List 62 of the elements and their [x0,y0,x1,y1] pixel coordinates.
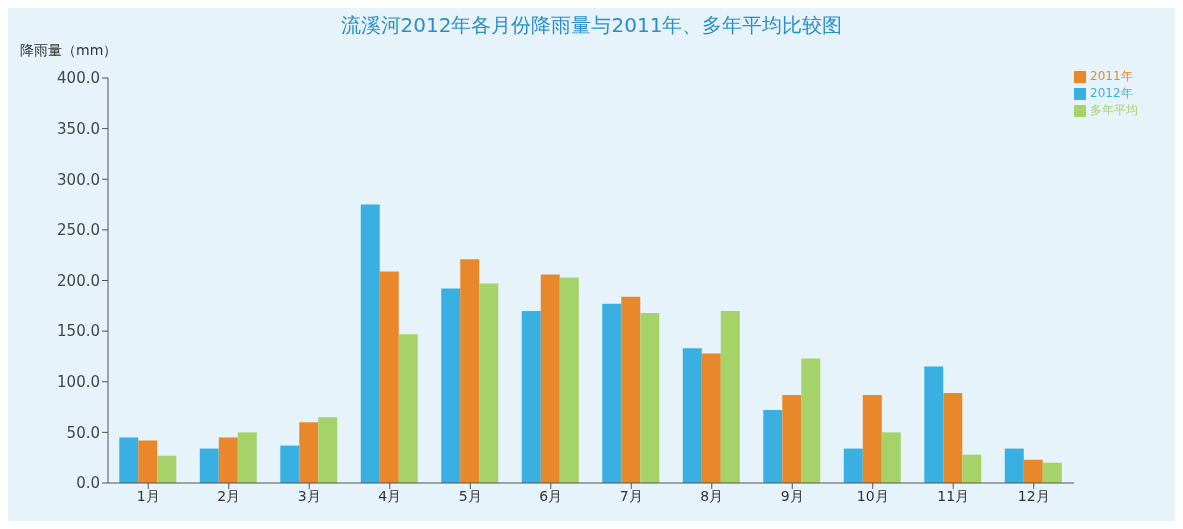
bar [881,432,901,483]
bar [540,274,560,483]
bar [138,440,158,483]
bar [460,259,480,483]
bar [479,283,499,483]
bar [924,366,944,483]
legend-label: 2012年 [1090,86,1133,100]
bar [379,271,399,483]
x-tick-label: 3月 [297,487,321,504]
bar [237,432,257,483]
bar [782,394,802,483]
bar [119,437,139,483]
x-tick-label: 10月 [856,487,889,504]
y-axis-title: 降雨量（mm） [20,42,118,60]
bar [602,303,622,483]
y-tick-label: 400.0 [57,69,100,88]
bar [1023,459,1043,483]
bar [199,448,219,483]
legend-label: 多年平均 [1090,103,1138,117]
bar [621,296,641,483]
y-tick-label: 200.0 [57,271,100,290]
y-tick-label: 150.0 [57,322,100,341]
bar [962,454,982,483]
x-tick-label: 8月 [700,487,724,504]
bar [1004,448,1024,483]
y-tick-label: 100.0 [57,373,100,392]
bar [360,204,380,483]
x-tick-label: 4月 [378,487,402,504]
bar [559,277,579,483]
chart-title: 流溪河2012年各月份降雨量与2011年、多年平均比较图 [339,12,844,39]
bar [843,448,863,483]
bar [640,312,660,483]
bar [218,437,238,483]
bar [157,455,177,483]
y-tick-label: 300.0 [57,170,100,189]
bar [1042,462,1062,483]
bar [720,310,740,483]
bar [398,334,418,483]
y-tick-label: 50.0 [66,423,100,442]
y-tick-label: 0.0 [76,474,100,493]
bar [280,445,300,483]
y-tick-label: 350.0 [57,119,100,138]
x-tick-label: 2月 [217,487,241,504]
x-tick-label: 6月 [539,487,563,504]
bar [701,353,721,483]
x-tick-label: 5月 [458,487,482,504]
bar [521,310,541,483]
bar [763,410,783,483]
legend-label: 2011年 [1090,69,1133,83]
x-tick-label: 1月 [136,487,160,504]
bar [801,358,821,483]
bar [299,422,319,483]
bar [862,394,882,483]
x-tick-label: 12月 [1017,487,1050,504]
bar [682,348,702,483]
x-tick-label: 9月 [780,487,804,504]
y-tick-label: 250.0 [57,221,100,240]
bar [441,288,461,483]
bar [943,392,963,483]
bar [318,417,338,483]
x-tick-label: 7月 [619,487,643,504]
x-tick-label: 11月 [937,487,970,504]
